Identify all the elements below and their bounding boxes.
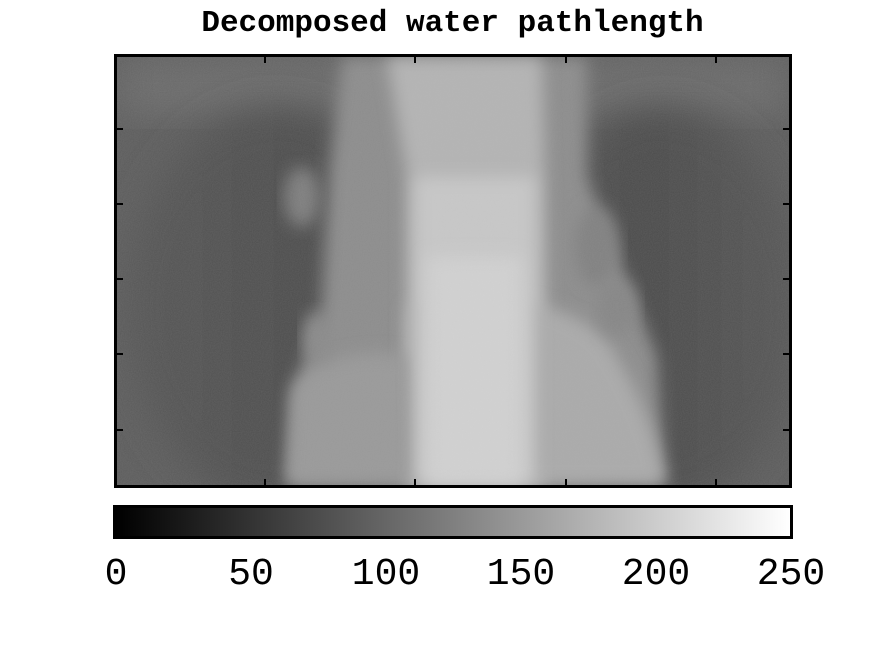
colorbar-tick-label: 250 <box>757 553 825 596</box>
colorbar-gradient <box>116 508 790 536</box>
colorbar-tick-label: 50 <box>228 553 274 596</box>
colorbar-tick-label: 0 <box>105 553 128 596</box>
xray-image <box>114 54 792 488</box>
figure-title: Decomposed water pathlength <box>0 6 875 41</box>
colorbar-tick-label: 150 <box>487 553 555 596</box>
colorbar-tick-label: 100 <box>352 553 420 596</box>
colorbar-tick-label: 200 <box>622 553 690 596</box>
chest-radiograph-image <box>117 57 789 485</box>
colorbar <box>113 505 793 539</box>
